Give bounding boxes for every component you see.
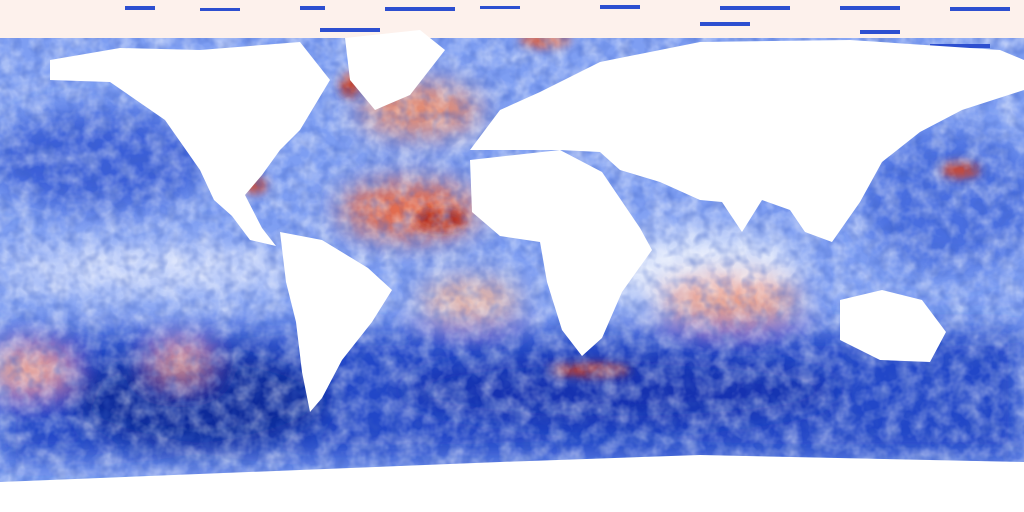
ice-dash <box>840 6 900 10</box>
ice-dash <box>385 7 455 11</box>
ice-dash <box>125 6 155 10</box>
ice-dash <box>300 6 325 10</box>
antarctica <box>0 455 1024 512</box>
africa <box>470 150 652 356</box>
ice-dash <box>480 6 520 9</box>
ice-dash <box>860 30 900 34</box>
ice-dash <box>700 22 750 26</box>
ice-dash <box>930 44 990 48</box>
ice-dash <box>950 7 1010 11</box>
ice-dash <box>720 6 790 10</box>
land <box>0 30 1024 512</box>
ice-dash <box>600 5 640 9</box>
ice-dash <box>200 8 240 11</box>
australia <box>840 290 946 362</box>
ice-dash <box>320 28 380 32</box>
eurasia <box>470 40 1024 242</box>
sea-ice-edge <box>125 5 1010 48</box>
greenland <box>345 30 445 110</box>
south-america <box>280 232 392 412</box>
north-america <box>50 42 330 246</box>
